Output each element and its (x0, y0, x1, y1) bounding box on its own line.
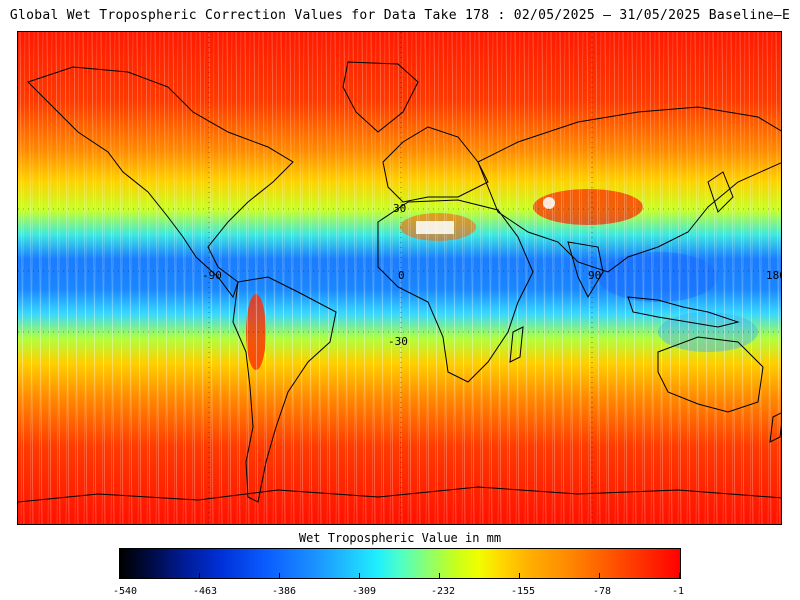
colorbar-label: -540 (112, 586, 138, 597)
lat-label-0: 0 (398, 269, 405, 282)
lat-label-minus30: -30 (388, 335, 408, 348)
colorbar-tick (519, 573, 520, 579)
colorbar-label: -155 (510, 586, 536, 597)
colorbar-tick (359, 573, 360, 579)
map-field (18, 32, 781, 524)
lon-label-minus90: -90 (202, 269, 222, 282)
colorbar-tick (599, 573, 600, 579)
data-gap (416, 221, 454, 234)
colorbar (119, 548, 681, 579)
lat-label-30: 30 (393, 202, 407, 215)
colorbar-tick (279, 573, 280, 579)
colorbar-label: -386 (271, 586, 297, 597)
colorbar-label: -309 (351, 586, 377, 597)
world-map: 30 0 -30 -90 90 180 (17, 31, 782, 525)
colorbar-tick (679, 573, 680, 579)
colorbar-label: -232 (430, 586, 456, 597)
coastlines (18, 61, 781, 503)
colorbar-tick (439, 573, 440, 579)
colorbar-label: -78 (592, 586, 612, 597)
colorbar-title: Wet Tropospheric Value in mm (298, 531, 502, 545)
colorbar-label: -463 (192, 586, 218, 597)
colorbar-label: -1 (671, 586, 685, 597)
map-title: Global Wet Tropospheric Correction Value… (9, 8, 791, 23)
lon-label-180: 180 (766, 269, 781, 282)
colorbar-tick (199, 573, 200, 579)
colorbar-ticks (119, 548, 681, 579)
lon-label-90: 90 (588, 269, 602, 282)
colorbar-tick (119, 573, 120, 579)
